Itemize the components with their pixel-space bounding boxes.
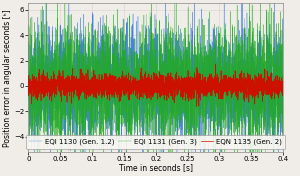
Line: EQI 1130 (Gen. 1.2): EQI 1130 (Gen. 1.2): [28, 0, 283, 176]
EQI 1130 (Gen. 1.2): [26, 71, 30, 73]
EQN 1135 (Gen. 2): [214, 63, 217, 65]
EQI 1131 (Gen. 3): [26, 77, 30, 79]
EQI 1131 (Gen. 3): [71, 31, 74, 33]
EQI 1131 (Gen. 3): [124, 60, 128, 62]
EQI 1130 (Gen. 1.2): [71, 70, 74, 72]
EQI 1130 (Gen. 1.2): [56, 99, 59, 101]
X-axis label: Time in seconds [s]: Time in seconds [s]: [119, 164, 193, 172]
EQI 1130 (Gen. 1.2): [124, 145, 128, 147]
EQI 1130 (Gen. 1.2): [281, 89, 285, 91]
EQI 1131 (Gen. 3): [277, 60, 280, 62]
EQN 1135 (Gen. 2): [26, 89, 30, 91]
EQI 1130 (Gen. 1.2): [277, 67, 280, 69]
EQI 1130 (Gen. 1.2): [249, 72, 253, 74]
EQN 1135 (Gen. 2): [277, 80, 280, 82]
EQI 1131 (Gen. 3): [135, 64, 139, 66]
Line: EQI 1131 (Gen. 3): EQI 1131 (Gen. 3): [28, 0, 283, 176]
EQI 1130 (Gen. 1.2): [135, 89, 139, 91]
Y-axis label: Position error in angular seconds [ʰ]: Position error in angular seconds [ʰ]: [4, 9, 13, 147]
EQN 1135 (Gen. 2): [249, 87, 253, 89]
EQI 1130 (Gen. 1.2): [49, 175, 52, 176]
EQN 1135 (Gen. 2): [56, 79, 59, 81]
EQI 1131 (Gen. 3): [281, 106, 285, 109]
EQI 1131 (Gen. 3): [249, 80, 253, 82]
Line: EQN 1135 (Gen. 2): EQN 1135 (Gen. 2): [28, 64, 283, 106]
EQN 1135 (Gen. 2): [124, 85, 128, 87]
EQN 1135 (Gen. 2): [71, 86, 74, 88]
EQN 1135 (Gen. 2): [135, 86, 139, 89]
EQN 1135 (Gen. 2): [195, 105, 198, 107]
Legend: EQI 1130 (Gen. 1.2), EQI 1131 (Gen. 3), EQN 1135 (Gen. 2): EQI 1130 (Gen. 1.2), EQI 1131 (Gen. 3), …: [26, 135, 285, 149]
EQN 1135 (Gen. 2): [281, 75, 285, 77]
